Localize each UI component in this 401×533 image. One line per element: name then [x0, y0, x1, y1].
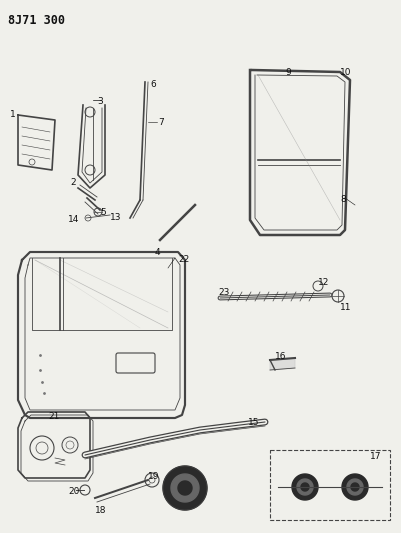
Polygon shape — [301, 483, 309, 491]
Text: 19: 19 — [148, 472, 160, 481]
Text: 13: 13 — [110, 213, 122, 222]
Text: 8: 8 — [340, 195, 346, 204]
Polygon shape — [342, 474, 368, 500]
Polygon shape — [171, 474, 199, 502]
Text: 20: 20 — [68, 487, 79, 496]
Text: 11: 11 — [340, 303, 352, 312]
Text: 2: 2 — [70, 178, 76, 187]
Text: 12: 12 — [318, 278, 329, 287]
Polygon shape — [270, 358, 295, 370]
Text: 1: 1 — [10, 110, 16, 119]
Text: 7: 7 — [158, 118, 164, 127]
Text: 23: 23 — [218, 288, 229, 297]
Polygon shape — [351, 483, 359, 491]
Text: 14: 14 — [68, 215, 79, 224]
Text: 6: 6 — [150, 80, 156, 89]
Text: 3: 3 — [97, 97, 103, 106]
Text: 10: 10 — [340, 68, 352, 77]
Bar — [270, 450, 390, 520]
Polygon shape — [297, 479, 313, 495]
Text: 17: 17 — [370, 452, 381, 461]
Polygon shape — [178, 481, 192, 495]
Polygon shape — [347, 479, 363, 495]
Text: 4: 4 — [155, 248, 161, 257]
Text: 8J71 300: 8J71 300 — [8, 14, 65, 27]
Polygon shape — [292, 474, 318, 500]
Text: 16: 16 — [275, 352, 286, 361]
Text: 9: 9 — [285, 68, 291, 77]
Text: 21: 21 — [48, 412, 59, 421]
Text: 22: 22 — [178, 255, 189, 264]
Text: 15: 15 — [248, 418, 259, 427]
Text: 5: 5 — [100, 208, 106, 217]
Polygon shape — [163, 466, 207, 510]
Text: 18: 18 — [95, 506, 107, 515]
